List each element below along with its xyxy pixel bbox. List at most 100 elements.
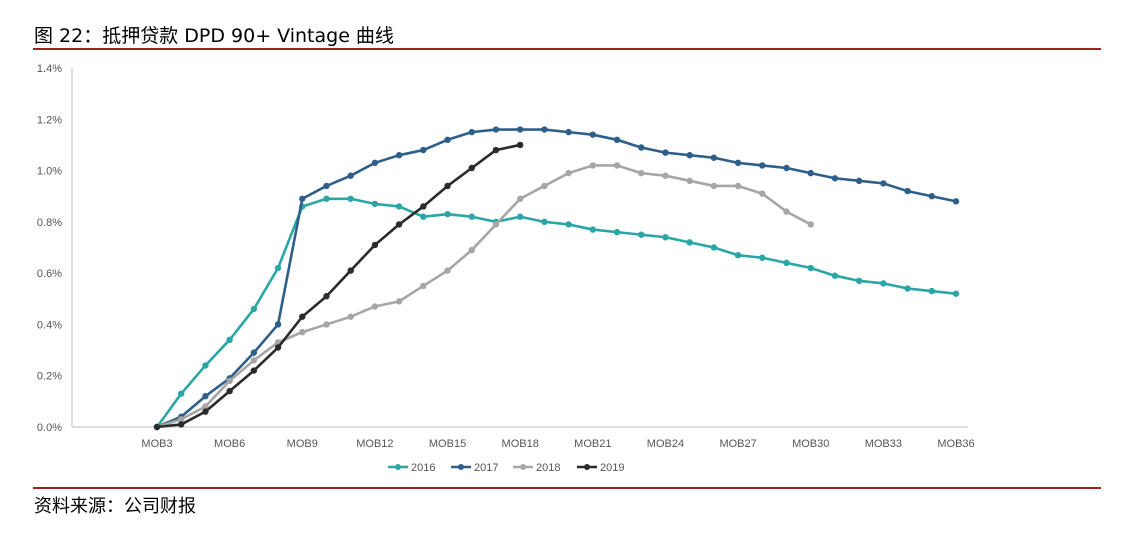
data-point-2018 (662, 172, 669, 179)
data-point-2017 (420, 146, 427, 154)
data-point-2019 (226, 387, 233, 395)
data-point-2019 (395, 221, 403, 228)
source-divider (33, 487, 1101, 489)
y-tick-label: 1.2% (37, 114, 62, 126)
x-tick-label: MOB36 (937, 438, 974, 450)
data-point-2017 (468, 128, 475, 136)
data-point-2016 (783, 259, 790, 267)
legend-item-2016: 2016 (388, 462, 435, 474)
data-point-2018 (638, 169, 645, 177)
data-point-2018 (178, 416, 185, 423)
data-point-2016 (202, 362, 209, 369)
series-line-2016 (155, 197, 958, 429)
data-point-2016 (807, 264, 814, 272)
data-point-2016 (371, 200, 379, 208)
series-2016 (153, 195, 960, 431)
y-tick-label: 1.0% (37, 166, 62, 178)
data-point-2017 (734, 159, 742, 167)
data-point-2016 (613, 228, 621, 236)
series-line-2019 (155, 143, 522, 429)
data-point-2016 (516, 213, 524, 220)
data-point-2016 (565, 221, 572, 228)
data-point-2018 (420, 282, 427, 290)
data-point-2017 (759, 162, 766, 169)
data-point-2018 (323, 321, 330, 328)
data-point-2017 (541, 126, 548, 133)
data-point-2019 (420, 203, 427, 210)
data-point-2018 (395, 298, 403, 305)
data-point-2016 (662, 234, 669, 241)
data-point-2017 (855, 177, 863, 185)
source-note: 资料来源：公司财报 (34, 496, 196, 517)
data-point-2019 (178, 421, 185, 428)
x-tick-label: MOB9 (287, 438, 318, 450)
data-point-2018 (347, 313, 354, 320)
data-point-2017 (565, 128, 572, 136)
data-point-2016 (420, 213, 427, 220)
data-point-2017 (274, 321, 282, 328)
legend-item-2017: 2017 (451, 462, 498, 474)
data-point-2019 (202, 408, 209, 415)
data-point-2017 (589, 131, 597, 138)
y-tick-label: 1.4% (37, 63, 62, 75)
data-point-2016 (880, 280, 887, 287)
data-point-2018 (226, 377, 233, 385)
data-point-2016 (686, 239, 693, 246)
legend-swatch-marker (584, 464, 590, 470)
data-point-2016 (589, 226, 597, 233)
data-point-2018 (492, 221, 500, 228)
legend-swatch-marker (520, 464, 526, 470)
data-point-2016 (226, 336, 233, 344)
data-point-2018 (444, 267, 451, 274)
data-point-2016 (323, 195, 330, 202)
y-tick-label: 0.0% (37, 422, 62, 434)
legend-label: 2019 (600, 462, 624, 474)
data-point-2018 (613, 162, 621, 169)
x-tick-label: MOB30 (792, 438, 829, 450)
figure-title: 图 22：抵押贷款 DPD 90+ Vintage 曲线 (34, 25, 394, 47)
chart-series-lines (153, 126, 960, 431)
data-point-2017 (613, 136, 621, 143)
legend-swatch-marker (395, 464, 401, 470)
data-point-2018 (565, 169, 572, 177)
data-point-2018 (734, 182, 742, 190)
data-point-2017 (662, 149, 669, 156)
data-point-2017 (299, 195, 306, 202)
data-point-2018 (371, 303, 379, 310)
data-point-2017 (516, 126, 524, 133)
data-point-2016 (250, 305, 258, 313)
legend-label: 2016 (411, 462, 435, 474)
x-tick-label: MOB18 (502, 438, 539, 450)
data-point-2016 (855, 277, 863, 285)
legend-swatch-marker (458, 464, 464, 470)
data-point-2018 (710, 182, 718, 190)
data-point-2016 (759, 254, 766, 261)
title-divider (33, 48, 1101, 50)
data-point-2017 (395, 151, 403, 159)
data-point-2019 (153, 423, 161, 431)
legend-label: 2018 (536, 462, 560, 474)
data-point-2017 (807, 169, 814, 177)
data-point-2016 (952, 290, 960, 297)
data-point-2017 (250, 349, 258, 356)
x-tick-label: MOB21 (574, 438, 611, 450)
data-point-2017 (928, 193, 935, 200)
data-point-2018 (541, 182, 548, 190)
data-point-2018 (759, 190, 766, 197)
data-point-2019 (516, 141, 524, 149)
y-tick-label: 0.2% (37, 371, 62, 383)
series-line-2018 (155, 164, 813, 429)
chart-legend: 2016 2017 2018 2019 (388, 462, 624, 474)
data-point-2018 (686, 177, 693, 185)
data-point-2017 (783, 164, 790, 172)
data-point-2017 (347, 172, 354, 179)
data-point-2017 (444, 136, 451, 143)
data-point-2019 (492, 146, 500, 154)
y-tick-label: 0.4% (37, 319, 62, 331)
data-point-2017 (710, 154, 718, 161)
data-point-2017 (831, 175, 839, 182)
data-point-2016 (734, 251, 742, 259)
x-tick-label: MOB12 (356, 438, 393, 450)
data-point-2018 (516, 195, 524, 202)
